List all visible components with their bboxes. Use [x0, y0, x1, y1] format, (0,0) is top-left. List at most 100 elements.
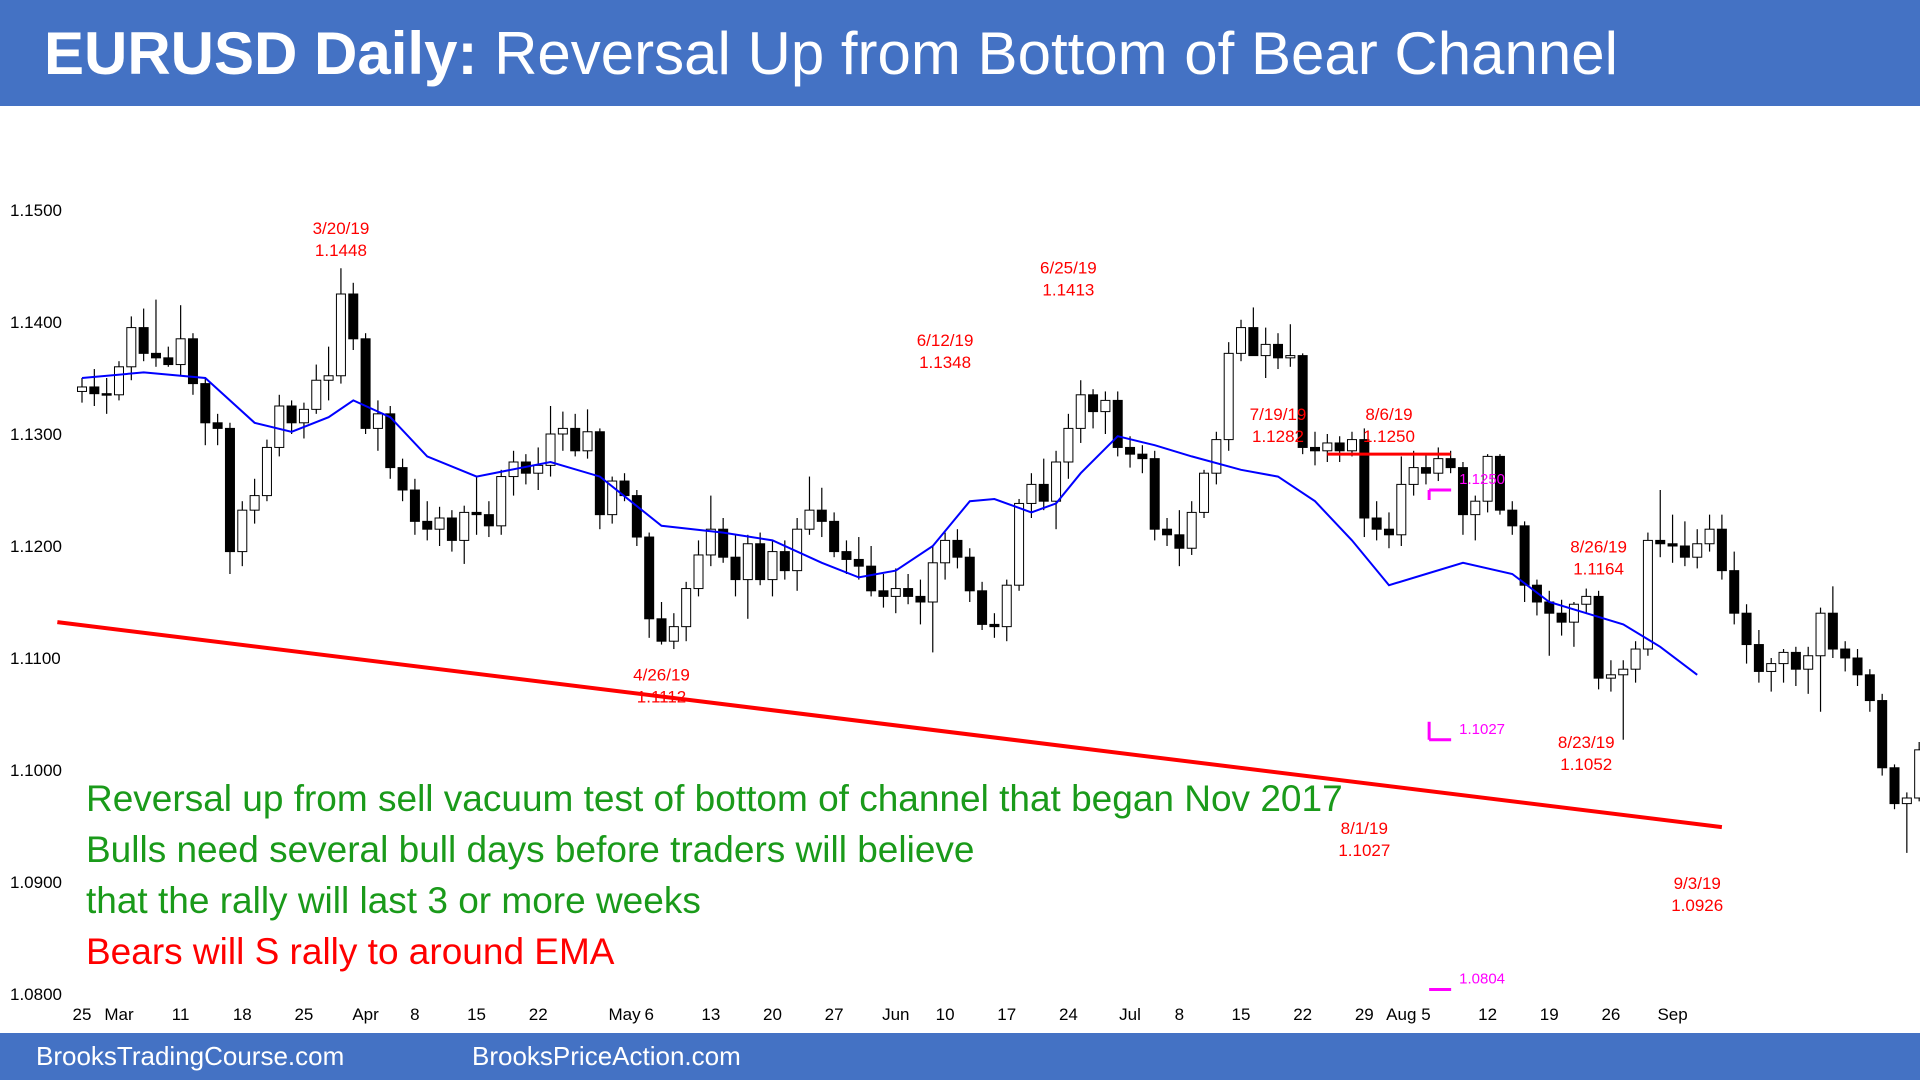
x-tick-label: 17: [997, 1005, 1016, 1024]
swing-label: 1.1413: [1042, 280, 1094, 299]
x-tick-label: Sep: [1657, 1005, 1687, 1024]
footer-left-link[interactable]: BrooksTradingCourse.com: [36, 1041, 345, 1071]
x-tick-label: 15: [1232, 1005, 1251, 1024]
annotation-text: that the rally will last 3 or more weeks: [86, 880, 701, 921]
bear-candle: [952, 539, 963, 558]
bull-candle: [1605, 674, 1616, 679]
bear-candle: [1827, 612, 1838, 650]
bear-candle: [730, 556, 741, 581]
bear-candle: [1445, 458, 1456, 469]
bull-candle: [175, 338, 186, 366]
measured-move-label: 1.1250: [1459, 471, 1505, 488]
bull-candle: [1581, 595, 1592, 605]
y-tick-label: 1.1500: [10, 201, 62, 220]
bear-candle: [348, 293, 359, 340]
bear-candle: [1273, 343, 1284, 359]
x-tick-label: 13: [701, 1005, 720, 1024]
x-tick-label: 10: [936, 1005, 955, 1024]
bear-candle: [915, 595, 926, 603]
bear-candle: [397, 467, 408, 491]
bear-candle: [1420, 467, 1431, 474]
x-tick-label: Jun: [882, 1005, 909, 1024]
bear-candle: [755, 543, 766, 581]
bull-candle: [1815, 612, 1826, 657]
footer-right-link[interactable]: BrooksPriceAction.com: [472, 1041, 741, 1071]
bear-candle: [1790, 651, 1801, 670]
bull-candle: [1051, 461, 1062, 502]
measured-move-label: 1.1027: [1459, 721, 1505, 738]
bull-candle: [1642, 539, 1653, 650]
bear-candle: [1334, 442, 1345, 452]
y-tick-label: 1.1200: [10, 537, 62, 556]
bull-candle: [1075, 394, 1086, 429]
bear-candle: [1137, 453, 1148, 460]
candlestick-chart: 1.1500 1.1400 1.1300 1.1200 1.1100 1.1000 1.09…: [10, 201, 1920, 1024]
bear-candle: [779, 551, 790, 572]
x-tick-label: 25: [73, 1005, 92, 1024]
bear-candle: [631, 495, 642, 538]
bull-candle: [335, 293, 346, 377]
bull-candle: [261, 446, 272, 497]
y-tick-label: 1.1100: [10, 649, 61, 668]
bear-candle: [1716, 528, 1727, 572]
bull-candle: [693, 554, 704, 590]
bull-candle: [1260, 343, 1271, 357]
bear-candle: [1088, 394, 1099, 413]
bull-candle: [126, 327, 137, 368]
bear-candle: [212, 422, 223, 429]
bull-candle: [705, 528, 716, 556]
bear-candle: [866, 565, 877, 592]
x-tick-label: Aug: [1386, 1005, 1416, 1024]
swing-label: 9/3/19: [1674, 874, 1721, 893]
bull-candle: [274, 405, 285, 448]
bull-candle: [767, 551, 778, 581]
bull-candle: [582, 431, 593, 452]
bear-candle: [1655, 539, 1666, 545]
bull-candle: [1211, 439, 1222, 474]
swing-label: 6/25/19: [1040, 258, 1097, 277]
x-tick-label: 22: [1293, 1005, 1312, 1024]
bear-candle: [853, 558, 864, 567]
channel-trendline: [57, 620, 1723, 830]
bull-candle: [742, 543, 753, 581]
swing-label: 1.1448: [315, 241, 367, 260]
bull-candle: [1186, 511, 1197, 549]
bull-candle: [1914, 749, 1920, 799]
swing-label: 8/26/19: [1570, 537, 1627, 556]
x-tick-label: 19: [1540, 1005, 1559, 1024]
bear-candle: [385, 413, 396, 469]
bull-candle: [557, 427, 568, 435]
bear-candle: [1457, 467, 1468, 516]
x-tick-label: 22: [529, 1005, 548, 1024]
title-rest: Reversal Up from Bottom of Bear Channel: [494, 20, 1618, 87]
bull-candle: [545, 433, 556, 466]
bear-candle: [483, 514, 494, 527]
bull-candle: [311, 379, 322, 410]
bear-candle: [200, 383, 211, 424]
bear-candle: [1667, 543, 1678, 547]
bear-candle: [1679, 545, 1690, 558]
bull-candle: [298, 408, 309, 424]
swing-label: 1.1250: [1363, 427, 1415, 446]
bear-candle: [1556, 612, 1567, 623]
x-tick-label: Mar: [104, 1005, 134, 1024]
bull-candle: [1766, 663, 1777, 672]
bull-candle: [533, 464, 544, 474]
annotation-text: Bears will S rally to around EMA: [86, 931, 615, 972]
bull-candle: [1630, 648, 1641, 670]
bear-candle: [446, 517, 457, 541]
bull-candle: [1063, 427, 1074, 463]
bear-candle: [718, 528, 729, 558]
bull-candle: [1470, 500, 1481, 516]
chart-title: EURUSD Daily: Reversal Up from Bottom of…: [44, 18, 1618, 90]
y-tick-label: 1.0900: [10, 873, 62, 892]
swing-label: 1.1282: [1252, 427, 1304, 446]
bull-candle: [1901, 797, 1912, 805]
swing-label: 1.1348: [919, 353, 971, 372]
bear-candle: [1248, 327, 1259, 357]
swing-label: 7/19/19: [1250, 405, 1307, 424]
x-tick-label: 8: [410, 1005, 419, 1024]
bear-candle: [1593, 595, 1604, 679]
bear-candle: [409, 489, 420, 522]
bear-candle: [1494, 455, 1505, 511]
